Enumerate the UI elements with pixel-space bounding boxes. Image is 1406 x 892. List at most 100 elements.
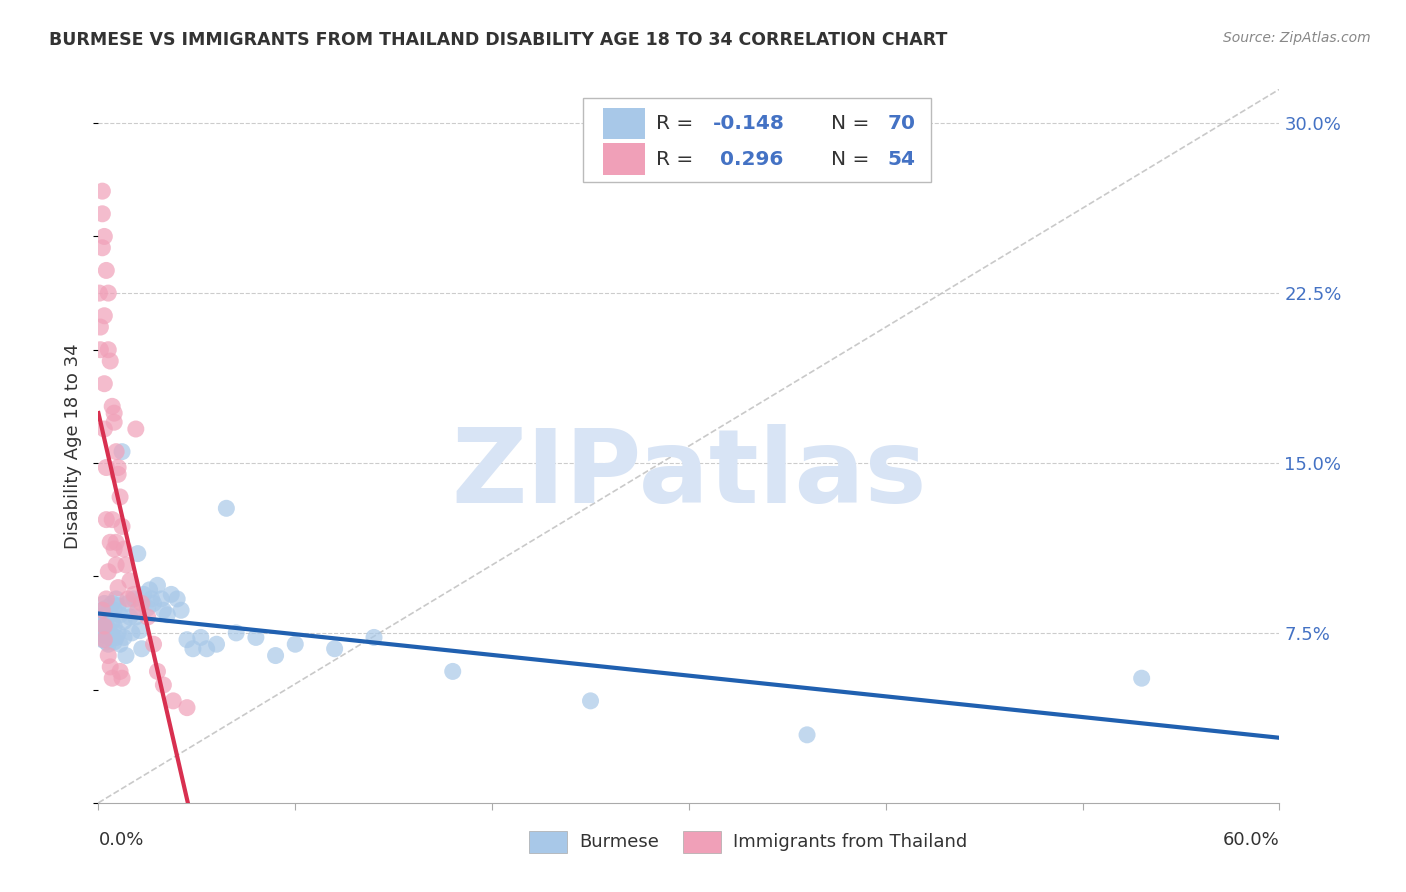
- Point: [579, 694, 602, 708]
- Point: [96, 263, 118, 277]
- Point: [150, 591, 173, 606]
- Point: [125, 422, 148, 436]
- Point: [112, 631, 135, 645]
- Point: [98, 354, 121, 368]
- Text: N =: N =: [831, 114, 876, 133]
- Point: [103, 619, 125, 633]
- Point: [96, 460, 118, 475]
- Point: [105, 591, 128, 606]
- Point: [89, 616, 111, 631]
- Point: [107, 599, 129, 613]
- Point: [91, 603, 114, 617]
- Point: [142, 637, 165, 651]
- Point: [96, 591, 118, 606]
- Point: [363, 631, 385, 645]
- Text: 54: 54: [887, 150, 915, 169]
- Point: [115, 648, 138, 663]
- Point: [166, 591, 188, 606]
- Text: 60.0%: 60.0%: [1223, 831, 1279, 849]
- Point: [93, 632, 115, 647]
- Point: [111, 519, 134, 533]
- Point: [796, 728, 818, 742]
- FancyBboxPatch shape: [530, 831, 567, 853]
- Point: [170, 603, 193, 617]
- Point: [136, 610, 159, 624]
- Point: [156, 607, 179, 622]
- Point: [89, 610, 111, 624]
- Text: BURMESE VS IMMIGRANTS FROM THAILAND DISABILITY AGE 18 TO 34 CORRELATION CHART: BURMESE VS IMMIGRANTS FROM THAILAND DISA…: [49, 31, 948, 49]
- Point: [142, 597, 165, 611]
- Point: [121, 626, 143, 640]
- Point: [205, 637, 228, 651]
- Point: [117, 597, 139, 611]
- Point: [190, 631, 212, 645]
- Point: [101, 615, 124, 629]
- Text: 0.0%: 0.0%: [98, 831, 143, 849]
- Point: [108, 665, 131, 679]
- Point: [108, 607, 131, 622]
- Point: [97, 621, 120, 635]
- Point: [98, 626, 121, 640]
- Point: [105, 444, 128, 458]
- Point: [160, 587, 183, 601]
- Y-axis label: Disability Age 18 to 34: Disability Age 18 to 34: [65, 343, 83, 549]
- Point: [93, 597, 115, 611]
- Point: [90, 615, 112, 629]
- Point: [93, 619, 115, 633]
- Point: [91, 241, 114, 255]
- Point: [101, 631, 124, 645]
- Point: [93, 309, 115, 323]
- Point: [132, 587, 155, 601]
- Point: [112, 615, 135, 629]
- Point: [91, 632, 114, 647]
- Point: [122, 587, 145, 601]
- Point: [128, 624, 150, 638]
- Point: [107, 581, 129, 595]
- Point: [97, 343, 120, 357]
- Text: R =: R =: [655, 114, 700, 133]
- Point: [103, 635, 125, 649]
- Point: [101, 513, 124, 527]
- Point: [122, 591, 145, 606]
- Point: [105, 631, 128, 645]
- Point: [93, 376, 115, 391]
- Point: [146, 578, 169, 592]
- FancyBboxPatch shape: [683, 831, 721, 853]
- Text: ZIPatlas: ZIPatlas: [451, 424, 927, 525]
- Point: [111, 671, 134, 685]
- Point: [181, 641, 204, 656]
- Text: 0.296: 0.296: [713, 150, 783, 169]
- Point: [91, 603, 114, 617]
- FancyBboxPatch shape: [603, 108, 645, 139]
- Point: [89, 320, 111, 334]
- Point: [91, 184, 114, 198]
- Point: [89, 343, 111, 357]
- Point: [176, 632, 198, 647]
- Text: R =: R =: [655, 150, 700, 169]
- Text: 70: 70: [887, 114, 915, 133]
- Point: [1130, 671, 1153, 685]
- Point: [112, 542, 135, 557]
- Point: [115, 558, 138, 572]
- Point: [215, 501, 238, 516]
- Point: [98, 535, 121, 549]
- Text: N =: N =: [831, 150, 876, 169]
- Point: [96, 513, 118, 527]
- Point: [97, 565, 120, 579]
- Point: [162, 694, 184, 708]
- Point: [96, 619, 118, 633]
- Text: Burmese: Burmese: [579, 833, 659, 851]
- Point: [96, 635, 118, 649]
- Point: [138, 582, 160, 597]
- Point: [117, 591, 139, 606]
- Point: [97, 637, 120, 651]
- FancyBboxPatch shape: [603, 144, 645, 175]
- Point: [103, 603, 125, 617]
- Point: [105, 535, 128, 549]
- Point: [111, 444, 134, 458]
- Point: [96, 601, 118, 615]
- Point: [225, 626, 247, 640]
- Text: -0.148: -0.148: [713, 114, 785, 133]
- Point: [89, 626, 111, 640]
- Point: [284, 637, 307, 651]
